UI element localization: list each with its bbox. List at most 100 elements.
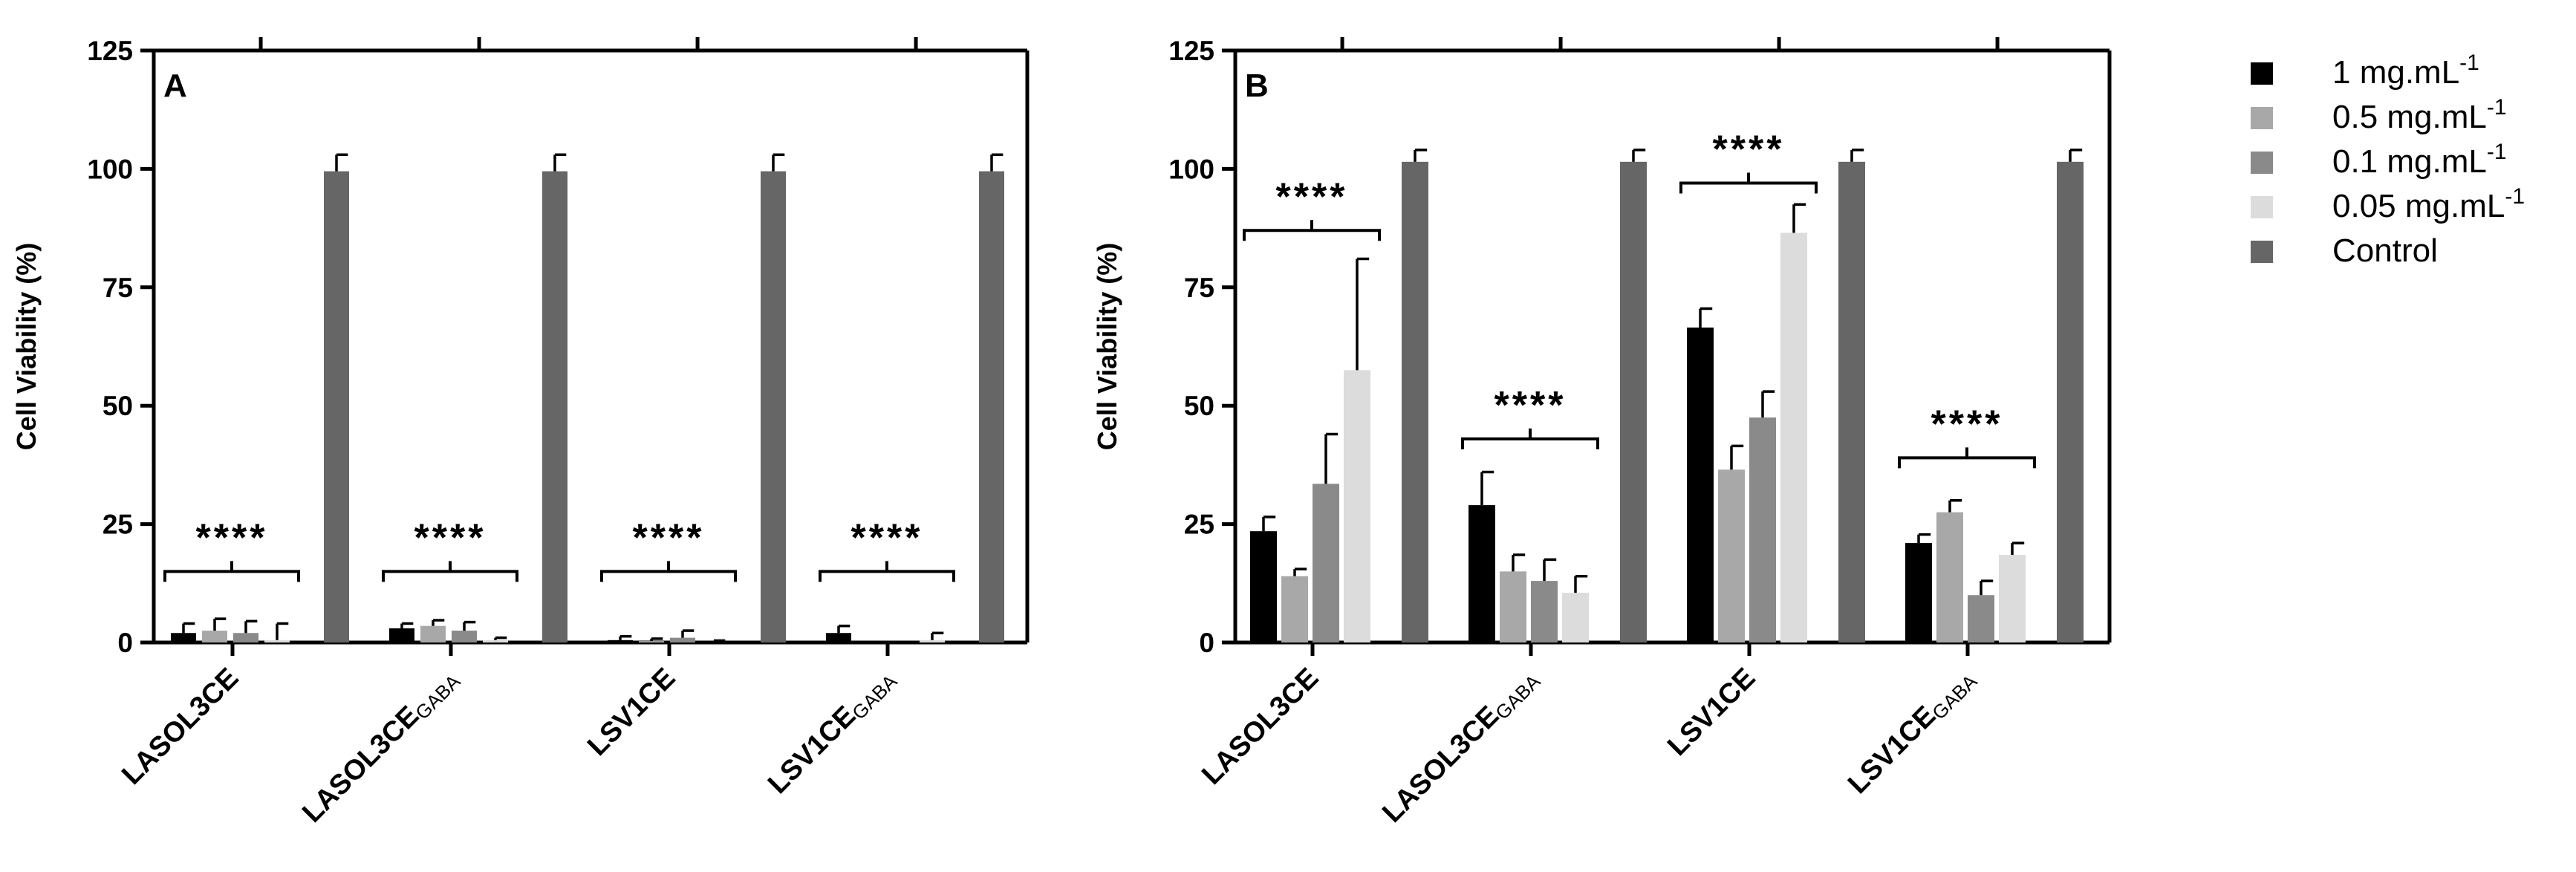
category-label: LSV1CE <box>582 663 681 762</box>
bar <box>1250 531 1277 642</box>
panel-label: B <box>1245 68 1269 104</box>
bar <box>171 633 196 642</box>
bar <box>1468 505 1495 642</box>
category-label: LSV1CEGABA <box>1842 662 1982 801</box>
legend-label-superscript: -1 <box>2487 140 2507 164</box>
significance-stars: **** <box>414 516 487 559</box>
bar <box>639 641 664 642</box>
bar <box>233 633 258 642</box>
bar <box>2057 161 2084 642</box>
legend-swatch <box>2251 152 2273 174</box>
legend-swatch <box>2251 241 2273 263</box>
bar <box>1500 571 1526 642</box>
category-label-subscript: GABA <box>848 670 902 724</box>
category-label-subscript: GABA <box>1928 670 1982 724</box>
category-label-main: LASOL3CE <box>1376 700 1505 829</box>
significance-bracket <box>1243 220 1381 241</box>
y-tick-label: 75 <box>103 273 133 303</box>
significance-stars: **** <box>196 516 268 559</box>
bar <box>761 171 786 642</box>
y-tick-label: 0 <box>1199 628 1214 658</box>
significance-bracket <box>163 561 300 582</box>
category-label-main: LASOL3CE <box>296 700 425 829</box>
y-tick-label: 50 <box>103 391 133 421</box>
legend-label-superscript: -1 <box>2487 95 2507 120</box>
bar <box>670 637 695 642</box>
legend-swatch <box>2251 107 2273 129</box>
legend-label: 0.5 mg.mL-1 <box>2332 95 2507 135</box>
panel-b-chart: 0 25 50 75 100 125 Cell Viability (%) B **** ****… <box>1092 36 2112 830</box>
bar <box>1905 543 1932 642</box>
category-label-main: LSV1CE <box>1842 700 1942 800</box>
legend-label: Control <box>2332 232 2438 269</box>
y-axis-title: Cell Viability (%) <box>1092 243 1122 450</box>
y-tick-label: 25 <box>1184 510 1214 540</box>
bar <box>979 171 1004 642</box>
bar <box>542 171 567 642</box>
y-tick-label: 50 <box>1184 391 1214 421</box>
bar <box>264 640 290 642</box>
bar <box>324 171 349 642</box>
legend-label-main: Control <box>2332 232 2438 269</box>
significance-stars: **** <box>1713 128 1785 172</box>
bar <box>420 625 446 642</box>
significance-bracket <box>382 561 518 582</box>
bar <box>452 631 477 642</box>
legend-label: 0.05 mg.mL-1 <box>2332 184 2525 224</box>
category-label-subscript: GABA <box>1491 670 1545 724</box>
bar <box>389 628 414 642</box>
y-tick-label: 25 <box>103 510 133 540</box>
y-tick-label: 100 <box>1168 154 1214 184</box>
category-label-main: LSV1CE <box>582 663 681 762</box>
bar <box>1344 370 1370 642</box>
bar <box>1718 469 1745 642</box>
bar <box>1687 327 1714 642</box>
legend-label-main: 0.1 mg.mL <box>2332 143 2487 180</box>
bar <box>1620 161 1647 642</box>
significance-bracket <box>1898 447 2036 469</box>
significance-stars: **** <box>1276 175 1348 218</box>
category-label: LASOL3CEGABA <box>1376 662 1545 830</box>
category-label-main: LSV1CE <box>762 700 862 800</box>
bar <box>202 631 227 642</box>
legend-swatch <box>2251 62 2273 85</box>
legend-swatch <box>2251 196 2273 218</box>
y-tick-label: 125 <box>87 36 133 66</box>
panel-label: A <box>163 68 187 104</box>
category-label-main: LSV1CE <box>1662 663 1761 762</box>
legend-label-main: 0.05 mg.mL <box>2332 188 2505 224</box>
legend: 1 mg.mL-10.5 mg.mL-10.1 mg.mL-10.05 mg.m… <box>2251 51 2525 269</box>
bar <box>1562 593 1589 642</box>
significance-stars: **** <box>1931 403 2003 446</box>
category-label: LASOL3CE <box>1196 663 1324 791</box>
bar <box>1780 232 1807 642</box>
y-tick-label: 100 <box>87 154 133 184</box>
bar <box>1968 595 1994 642</box>
bar <box>1749 417 1776 642</box>
bar <box>1999 555 2026 642</box>
significance-stars: **** <box>851 516 923 559</box>
significance-bracket <box>819 561 955 582</box>
category-label-subscript: GABA <box>411 670 465 724</box>
legend-label-main: 1 mg.mL <box>2332 54 2459 91</box>
bar <box>1281 576 1308 642</box>
bar <box>483 640 508 642</box>
bar <box>826 633 851 642</box>
significance-stars: **** <box>633 516 705 559</box>
y-axis-title: Cell Viability (%) <box>11 243 42 450</box>
bar <box>1531 581 1558 642</box>
bar <box>1313 484 1339 642</box>
category-label: LSV1CEGABA <box>762 662 902 801</box>
significance-bracket <box>1461 428 1599 449</box>
category-label: LASOL3CE <box>116 663 244 791</box>
legend-label: 1 mg.mL-1 <box>2332 51 2479 91</box>
y-tick-label: 75 <box>1184 273 1214 303</box>
category-label: LASOL3CEGABA <box>296 662 465 830</box>
legend-label-superscript: -1 <box>2505 184 2525 209</box>
significance-bracket <box>1679 172 1818 194</box>
legend-label-main: 0.5 mg.mL <box>2332 99 2487 135</box>
significance-bracket <box>600 561 737 582</box>
bar <box>608 640 633 642</box>
panel-a-chart: 0 25 50 75 100 125 Cell Viability (%) A **** ****… <box>11 36 1030 830</box>
